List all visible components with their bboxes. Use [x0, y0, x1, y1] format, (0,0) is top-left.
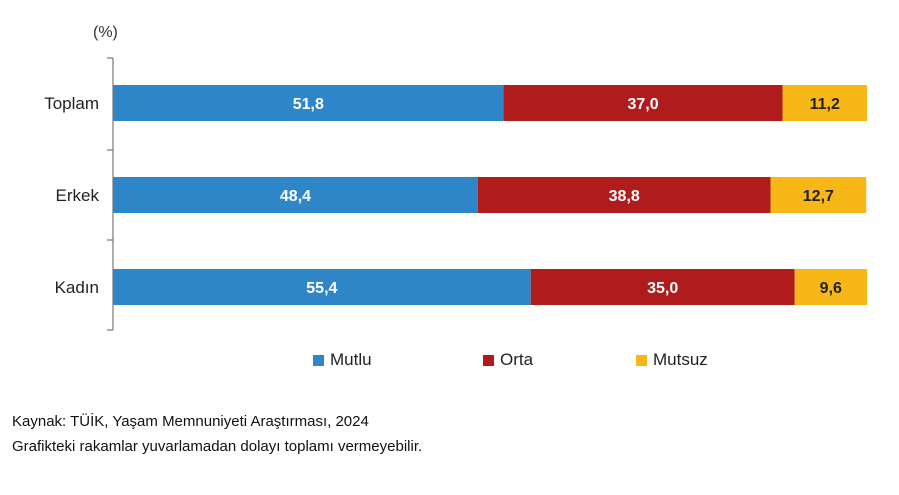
legend-item-orta: Orta	[483, 350, 533, 370]
rounding-note: Grafikteki rakamlar yuvarlamadan dolayı …	[12, 438, 423, 455]
data-label: 11,2	[810, 96, 840, 113]
bar-segment-mutlu	[113, 85, 504, 121]
data-label: 38,8	[609, 188, 640, 205]
category-label: Erkek	[56, 186, 100, 205]
bar-segment-orta	[530, 269, 795, 305]
bar-segment-orta	[503, 85, 783, 121]
legend-swatch	[636, 354, 647, 366]
data-label: 37,0	[627, 96, 658, 113]
data-label: 35,0	[647, 280, 678, 297]
legend-label: Mutsuz	[653, 350, 708, 369]
data-label: 9,6	[820, 280, 842, 297]
stacked-bar-chart: Toplam 51,8 37,0 11,2 Erkek 48,4 38,8 12,7 Kadın…	[44, 57, 867, 331]
bar-segment-mutlu	[113, 269, 531, 305]
legend-swatch	[483, 354, 494, 366]
legend-label: Orta	[500, 350, 534, 369]
category-label: Kadın	[55, 278, 99, 297]
legend-item-mutsuz: Mutsuz	[636, 350, 708, 370]
source-note: Kaynak: TÜİK, Yaşam Memnuniyeti Araştırm…	[12, 413, 369, 430]
data-label: 51,8	[293, 96, 324, 113]
bar-segment-mutsuz	[770, 177, 867, 213]
data-label: 55,4	[306, 280, 337, 297]
unit-label: (%)	[93, 24, 118, 41]
data-label: 12,7	[803, 188, 834, 205]
data-label: 48,4	[280, 188, 311, 205]
bar-segment-mutsuz	[782, 85, 867, 121]
legend-item-mutlu: Mutlu	[313, 350, 372, 370]
legend-swatch	[313, 354, 324, 366]
legend-label: Mutlu	[330, 350, 372, 369]
chart-footer: Kaynak: TÜİK, Yaşam Memnuniyeti Araştırm…	[12, 409, 422, 459]
bar-segment-orta	[477, 177, 771, 213]
category-label: Toplam	[44, 94, 99, 113]
chart-legend: Mutlu Orta Mutsuz	[0, 350, 899, 376]
bar-segment-mutsuz	[794, 269, 867, 305]
bar-segment-mutlu	[113, 177, 478, 213]
